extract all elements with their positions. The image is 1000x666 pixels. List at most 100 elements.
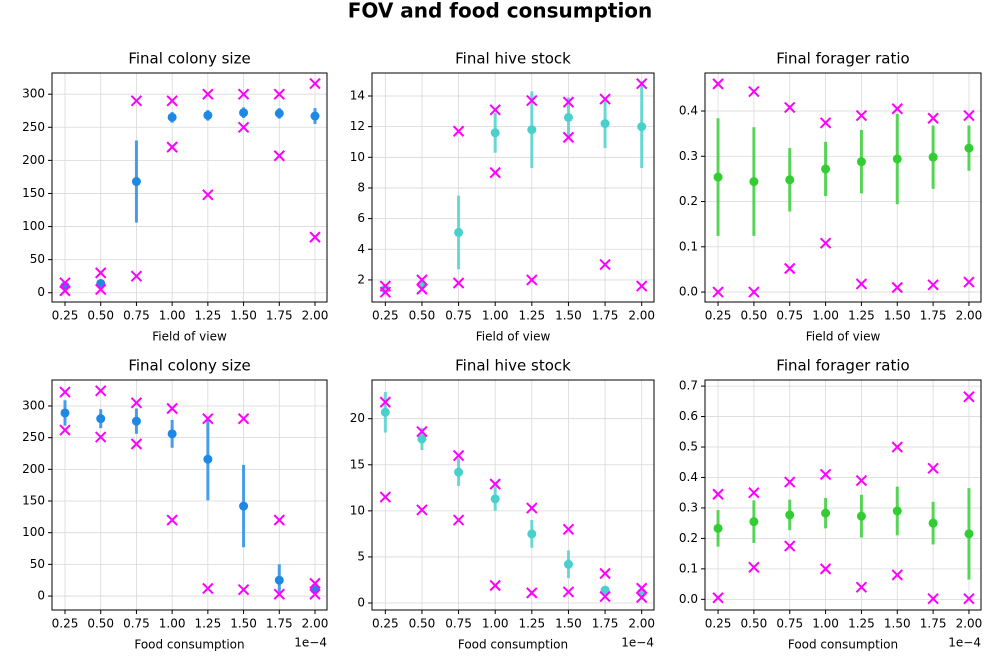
mean-marker [785, 175, 795, 185]
x-tick-label: 0.25 [372, 617, 399, 631]
y-tick-label: 50 [30, 252, 45, 266]
min-marker [635, 591, 648, 604]
min-marker [309, 231, 321, 243]
min-marker [562, 586, 575, 598]
mean-marker [60, 408, 70, 418]
min-marker [452, 277, 465, 289]
max-marker [489, 104, 501, 116]
mean-marker [417, 434, 427, 444]
min-marker [379, 286, 392, 298]
x-tick-label: 1.25 [848, 309, 875, 323]
min-marker [237, 121, 250, 133]
max-marker [784, 476, 796, 488]
axes-frame [51, 72, 328, 303]
x-tick-label: 1.25 [194, 617, 221, 631]
min-marker [130, 270, 143, 282]
min-marker [748, 561, 760, 574]
mean-marker [749, 177, 759, 187]
min-marker [526, 274, 538, 286]
mean-marker [821, 508, 831, 518]
max-marker [891, 103, 903, 115]
y-tick-label: 0.0 [679, 285, 698, 299]
x-tick-label: 0.25 [705, 309, 732, 323]
y-tick-label: 0.4 [679, 104, 698, 118]
y-tick-label: 0.6 [679, 409, 698, 423]
x-tick-label: 1.25 [518, 617, 545, 631]
x-tick-label: 0.50 [87, 309, 114, 323]
y-tick-label: 6 [357, 211, 365, 225]
axes-frame [51, 379, 328, 611]
mean-marker [928, 152, 938, 162]
min-marker [526, 587, 538, 599]
x-tick-label: 2.00 [628, 617, 655, 631]
max-marker [562, 523, 575, 535]
y-tick-label: 14 [350, 88, 365, 102]
mean-marker [600, 119, 610, 129]
min-marker [963, 276, 975, 288]
max-marker [784, 101, 796, 114]
min-marker [599, 590, 611, 603]
y-tick-label: 250 [22, 430, 45, 444]
min-marker [202, 582, 214, 595]
mean-marker [131, 177, 141, 187]
x-tick-label: 1.00 [482, 617, 509, 631]
y-tick-label: 0.5 [679, 440, 698, 454]
x-axis-label: Food consumption [788, 638, 898, 652]
max-marker [963, 109, 975, 122]
x-tick-label: 0.50 [409, 617, 436, 631]
y-tick-label: 200 [22, 462, 45, 476]
mean-marker [892, 154, 902, 164]
min-marker [562, 131, 575, 144]
max-marker [712, 488, 724, 500]
y-tick-label: 4 [357, 242, 365, 256]
x-tick-label: 1.50 [230, 309, 257, 323]
max-marker [489, 478, 501, 490]
min-marker [489, 166, 501, 179]
x-tick-label: 2.00 [302, 617, 329, 631]
max-marker [309, 77, 321, 90]
mean-marker [274, 575, 284, 585]
max-marker [95, 385, 107, 397]
min-marker [416, 283, 428, 295]
subplot-title: Final colony size [128, 357, 250, 375]
y-tick-label: 100 [22, 525, 45, 539]
mean-marker [563, 559, 573, 569]
max-marker [599, 567, 611, 580]
max-marker [819, 468, 832, 481]
x-tick-label: 0.25 [372, 309, 399, 323]
x-tick-label: 1.00 [159, 309, 186, 323]
mean-marker [454, 227, 464, 237]
x-axis-label: Field of view [476, 330, 551, 344]
max-marker [202, 88, 214, 100]
min-marker [130, 438, 143, 450]
min-marker [927, 279, 939, 291]
min-marker [635, 280, 648, 292]
y-tick-label: 0 [37, 285, 45, 299]
mean-marker [239, 108, 249, 118]
max-marker [379, 396, 392, 408]
y-tick-label: 100 [22, 219, 45, 233]
x-tick-label: 2.00 [956, 617, 983, 631]
x-tick-label: 1.75 [592, 617, 619, 631]
figure-title: FOV and food consumption [348, 0, 653, 23]
mean-marker [380, 407, 390, 417]
max-marker [273, 88, 285, 100]
y-tick-label: 0.1 [679, 561, 698, 575]
max-marker [452, 449, 465, 462]
x-tick-label: 0.75 [776, 309, 803, 323]
mean-marker [380, 284, 390, 294]
min-marker [309, 588, 321, 600]
y-tick-label: 0.3 [679, 149, 698, 163]
min-marker [202, 189, 214, 201]
min-marker [95, 283, 107, 296]
x-tick-label: 0.25 [52, 617, 79, 631]
x-tick-label: 1.00 [812, 617, 839, 631]
axes-frame [371, 72, 655, 303]
min-marker [748, 286, 760, 298]
max-marker [748, 85, 760, 98]
x-tick-label: 1.75 [592, 309, 619, 323]
x-tick-label: 1.50 [230, 617, 257, 631]
max-marker [635, 582, 648, 594]
x-tick-label: 0.50 [409, 309, 436, 323]
y-tick-label: 200 [22, 153, 45, 167]
